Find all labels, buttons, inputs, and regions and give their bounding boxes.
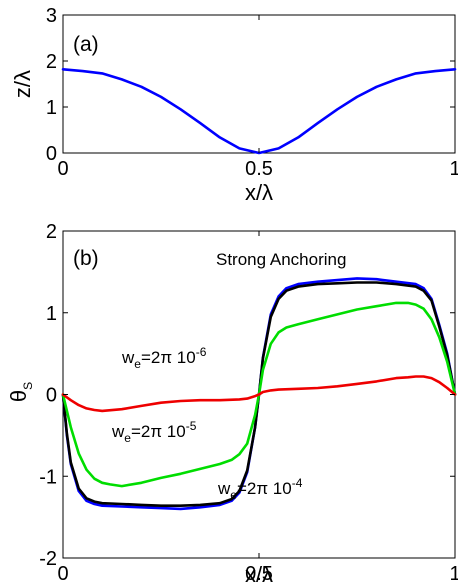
- panel-b-series: [61, 277, 457, 511]
- panel-a-xtick-label: 0: [57, 158, 68, 180]
- panel-a-ytick-label: 3: [46, 5, 57, 27]
- panel-b-ytick-label: 1: [46, 303, 57, 325]
- annotation-we-1e-6: we=2π 10-6: [121, 345, 207, 371]
- panel-b-ytick-label: 0: [46, 385, 57, 407]
- panel-b-label: (b): [73, 247, 99, 270]
- panel-a-ytick-label: 1: [46, 97, 57, 119]
- panel-a-ylabel: z/λ: [10, 70, 35, 98]
- panel-a-ytick-label: 2: [46, 51, 57, 73]
- panel-b-xtick-label: 0: [57, 563, 68, 585]
- panel-a: 0 0.5 1 0 1 2 3 (a) z/λ x/λ: [10, 5, 458, 205]
- panel-b-series-line-3: [61, 375, 457, 413]
- panel-a-ytick-label: 0: [46, 143, 57, 165]
- theta-symbol: θ: [6, 390, 31, 402]
- panel-b-ytick-label: -1: [39, 466, 57, 488]
- panel-a-ticks: 0 0.5 1 0 1 2 3: [46, 5, 458, 180]
- panel-b: 0 0.5 1 -2 -1 0 1 2 (b) θS x/λ Strong Anchoring…: [6, 221, 458, 587]
- panel-b-ytick-label: 2: [46, 221, 57, 243]
- panel-b-xlabel: x/λ: [245, 562, 273, 587]
- panel-a-series-line-0: [61, 68, 457, 155]
- panel-b-ytick-label: -2: [39, 548, 57, 570]
- annotation-we-1e-4: we=2π 10-4: [217, 476, 303, 502]
- annotation-we-1e-5: we=2π 10-5: [111, 419, 197, 445]
- annotation-strong-anchoring: Strong Anchoring: [216, 250, 346, 269]
- panel-b-ylabel: θS: [6, 382, 35, 402]
- panel-b-xtick-label: 0.5: [245, 563, 273, 585]
- panel-a-series: [61, 68, 457, 155]
- panel-a-xlabel: x/λ: [245, 180, 273, 205]
- panel-a-xtick-label: 1: [449, 158, 458, 180]
- panel-a-label: (a): [73, 33, 99, 56]
- panel-b-xtick-label: 1: [449, 563, 458, 585]
- panel-a-xtick-label: 0.5: [245, 158, 273, 180]
- theta-subscript: S: [21, 382, 35, 390]
- panel-a-frame: [62, 14, 456, 154]
- panel-b-ticks: 0 0.5 1 -2 -1 0 1 2: [39, 221, 458, 585]
